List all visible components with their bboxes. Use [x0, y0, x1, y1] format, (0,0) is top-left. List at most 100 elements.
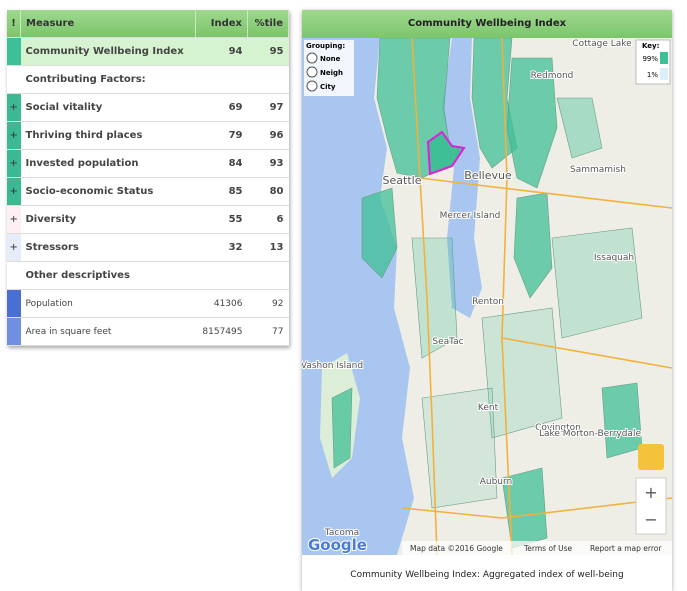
key-low: 1% [647, 71, 658, 79]
caption: Community Wellbeing Index: Aggregated in… [350, 570, 624, 580]
zoom-out[interactable]: − [644, 510, 657, 529]
header: Measure [20, 10, 196, 38]
grouping-option: None [320, 55, 341, 63]
index-value: 85 [195, 177, 248, 206]
attribution: Map data ©2016 Google [410, 544, 503, 553]
place-label: Seattle [383, 174, 422, 187]
table-row: + Stressors 32 13 [7, 233, 289, 262]
index-value: 55 [195, 205, 248, 234]
place-label: Tacoma [324, 528, 359, 538]
radio-button[interactable] [306, 80, 318, 92]
percentile-value: 95 [247, 37, 289, 66]
header-row: ! Measure Index %tile [7, 10, 290, 38]
table-row: Population 41306 92 [7, 289, 289, 318]
zoom-control: + − [635, 444, 667, 535]
place-label: Renton [472, 297, 504, 307]
header: Index [195, 10, 248, 38]
table-row: Community Wellbeing Index 94 95 [7, 37, 289, 66]
key-high: 99% [642, 55, 658, 63]
table-row: Area in square feet 8157495 77 [7, 317, 289, 346]
marker-cell: + [7, 233, 21, 262]
table-row: Other descriptives [7, 261, 289, 290]
header: ! [7, 10, 21, 38]
place-label: Kent [478, 403, 499, 413]
radio-button[interactable] [306, 52, 318, 64]
zoom-in[interactable]: + [644, 483, 657, 502]
marker-cell [7, 317, 21, 346]
grouping-option: Neigh [320, 69, 343, 77]
place-label: Redmond [531, 71, 574, 81]
grouping-control: Grouping: None Neigh City [304, 40, 354, 96]
google-logo: Google [308, 536, 367, 554]
roads [401, 38, 672, 555]
marker-cell [7, 37, 21, 66]
report-link[interactable]: Report a map error [590, 544, 662, 553]
table-row: + Diversity 55 6 [7, 205, 289, 234]
measure-table: ! Measure Index %tile Community Wellbein… [7, 10, 290, 346]
table-row: + Invested population 84 93 [7, 149, 289, 178]
place-labels: Cottage Lake Redmond Bellevue Seattle Sammam… [302, 38, 642, 539]
percentile-value: 80 [247, 177, 289, 206]
index-value: 8157495 [195, 317, 248, 346]
terms-link[interactable]: Terms of Use [523, 544, 572, 553]
measure-name: Socio-economic Status [20, 177, 196, 206]
map-panel: Community Wellbeing Index Cottage Lake Re… [302, 10, 672, 591]
place-label: Vashon Island [302, 361, 363, 371]
marker-cell: + [7, 121, 21, 150]
measure-name: Population [20, 289, 196, 318]
marker-cell: + [7, 93, 21, 122]
selected-region[interactable] [426, 130, 466, 176]
header: %tile [247, 10, 290, 38]
percentile-value: 6 [247, 205, 289, 234]
marker-cell [7, 261, 21, 290]
percentile-value: 77 [247, 317, 289, 346]
marker-cell: + [7, 177, 21, 206]
index-value: 32 [195, 233, 248, 262]
measure-name: Area in square feet [20, 317, 196, 346]
percentile-value: 13 [247, 233, 289, 262]
percentile-value: 92 [247, 289, 289, 318]
measure-name: Community Wellbeing Index [20, 37, 196, 66]
place-label: SeaTac [432, 337, 463, 347]
measure-name: Stressors [20, 233, 196, 262]
section-label: Other descriptives [20, 261, 289, 290]
grouping-option: City [320, 83, 336, 91]
percentile-value: 97 [247, 93, 289, 122]
map-title: Community Wellbeing Index [302, 10, 672, 38]
key-label: Key: [642, 42, 660, 50]
index-value: 41306 [195, 289, 248, 318]
table-row: + Thriving third places 79 96 [7, 121, 289, 150]
table-row: Contributing Factors: [7, 65, 289, 94]
grouping-label: Grouping: [306, 42, 345, 50]
table-row: + Socio-economic Status 85 80 [7, 177, 289, 206]
index-value: 84 [195, 149, 248, 178]
section-label: Contributing Factors: [20, 65, 289, 94]
index-value: 94 [195, 37, 248, 66]
marker-cell [7, 65, 21, 94]
index-value: 69 [195, 93, 248, 122]
place-label: Lake Morton-Berrydale [539, 429, 641, 439]
place-label: Covington [535, 423, 581, 433]
place-label: Cottage Lake [572, 39, 632, 49]
map[interactable]: Cottage Lake Redmond Bellevue Seattle Sammam… [302, 38, 672, 555]
percentile-value: 93 [247, 149, 289, 178]
regions [331, 38, 643, 549]
measure-name: Diversity [20, 205, 196, 234]
marker-cell [7, 289, 21, 318]
place-label: Mercer Island [440, 211, 501, 221]
place-label: Sammamish [570, 165, 626, 175]
radio-button[interactable] [306, 66, 318, 78]
measure-name: Thriving third places [20, 121, 196, 150]
measure-name: Social vitality [20, 93, 196, 122]
index-value: 79 [195, 121, 248, 150]
percentile-value: 96 [247, 121, 289, 150]
marker-cell: + [7, 149, 21, 178]
marker-cell: + [7, 205, 21, 234]
measure-name: Invested population [20, 149, 196, 178]
table-row: + Social vitality 69 97 [7, 93, 289, 122]
place-label: Issaquah [594, 253, 634, 263]
key: Key: 99% 1% [635, 39, 671, 85]
place-label: Auburn [480, 477, 513, 487]
place-label: Bellevue [464, 169, 512, 182]
